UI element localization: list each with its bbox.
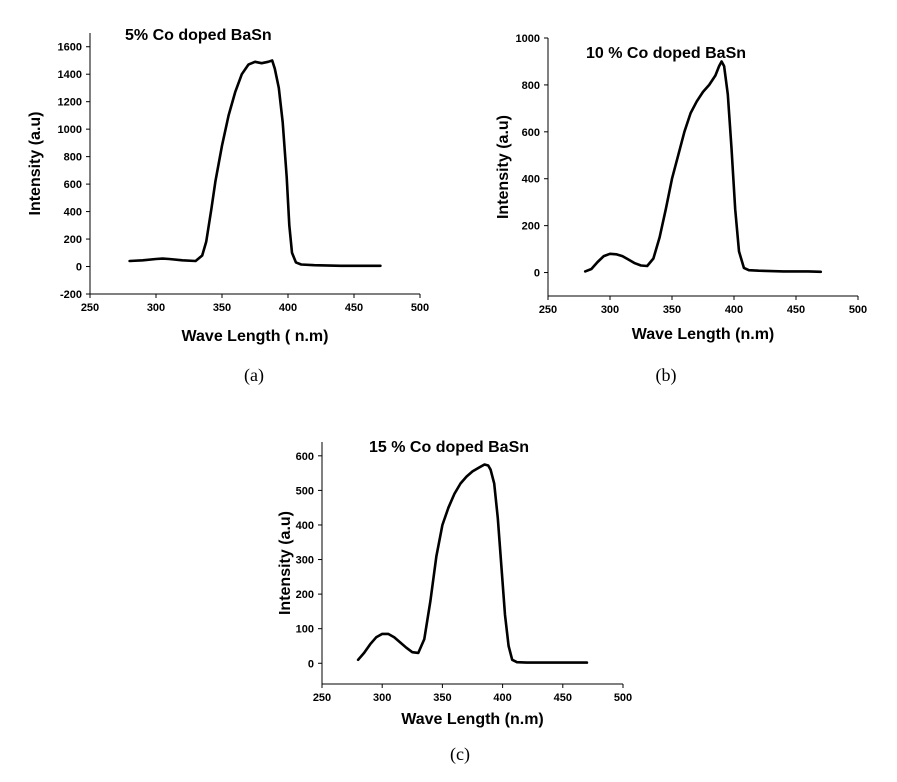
x-tick-label: 250 — [539, 304, 557, 316]
y-tick-label: 800 — [522, 80, 540, 92]
x-axis-title: Wave Length ( n.m) — [182, 328, 329, 345]
x-tick-label: 250 — [313, 692, 331, 704]
x-tick-label: 350 — [663, 304, 681, 316]
y-tick-label: 1000 — [58, 124, 82, 136]
x-axis-title: Wave Length (n.m) — [632, 326, 775, 343]
x-tick-label: 500 — [411, 302, 429, 314]
y-tick-label: 400 — [296, 520, 314, 532]
y-tick-label: 1200 — [58, 97, 82, 109]
panel-caption: (b) — [656, 365, 677, 386]
chart-title: 15 % Co doped BaSn — [369, 439, 529, 456]
x-tick-label: 400 — [493, 692, 511, 704]
y-tick-label: 1600 — [58, 42, 82, 54]
x-tick-label: 400 — [725, 304, 743, 316]
panel-caption: (c) — [450, 744, 470, 765]
x-axis-title: Wave Length (n.m) — [401, 711, 544, 728]
y-tick-label: 800 — [64, 152, 82, 164]
series-line-1 — [583, 60, 823, 274]
y-tick-label: 0 — [308, 658, 314, 670]
y-tick-label: 200 — [64, 234, 82, 246]
chart-panel-3: 0 100 200 300 400 500 600 250 300 350 400 450 500 15 … — [277, 439, 632, 765]
panel-caption: (a) — [244, 365, 264, 386]
y-tick-label: 200 — [522, 221, 540, 233]
y-axis-title: Intensity (a.u) — [27, 111, 44, 215]
chart-title: 10 % Co doped BaSn — [586, 45, 746, 62]
y-tick-label: 400 — [522, 174, 540, 186]
series-line-1 — [128, 59, 382, 268]
y-tick-label: -200 — [60, 289, 82, 301]
x-tick-label: 400 — [279, 302, 297, 314]
y-tick-label: 600 — [522, 127, 540, 139]
x-tick-label: 450 — [345, 302, 363, 314]
y-tick-label: 400 — [64, 207, 82, 219]
x-tick-label: 300 — [601, 304, 619, 316]
chart-panel-2: 0 200 400 600 800 1000 250 300 350 400 450 500 10 % … — [495, 33, 867, 386]
y-tick-label: 100 — [296, 624, 314, 636]
x-tick-label: 500 — [849, 304, 867, 316]
x-tick-label: 450 — [554, 692, 572, 704]
y-tick-label: 1400 — [58, 69, 82, 81]
y-tick-label: 200 — [296, 589, 314, 601]
series-line-1 — [356, 463, 589, 664]
y-axis-title: Intensity (a.u) — [495, 115, 512, 219]
x-tick-label: 450 — [787, 304, 805, 316]
x-tick-label: 250 — [81, 302, 99, 314]
x-tick-label: 350 — [213, 302, 231, 314]
y-tick-label: 300 — [296, 555, 314, 567]
y-tick-label: 0 — [534, 268, 540, 280]
x-tick-label: 300 — [373, 692, 391, 704]
y-tick-label: 0 — [76, 262, 82, 274]
y-tick-label: 600 — [64, 179, 82, 191]
y-axis-title: Intensity (a.u) — [277, 511, 294, 615]
x-tick-label: 350 — [433, 692, 451, 704]
x-tick-label: 300 — [147, 302, 165, 314]
y-tick-label: 1000 — [516, 33, 540, 45]
chart-panel-1: -200 0 200 400 600 800 1000 1200 1400 1600 250 300 3… — [27, 27, 429, 386]
y-tick-label: 600 — [296, 451, 314, 463]
y-tick-label: 500 — [296, 485, 314, 497]
x-tick-label: 500 — [614, 692, 632, 704]
chart-title: 5% Co doped BaSn — [125, 27, 272, 44]
